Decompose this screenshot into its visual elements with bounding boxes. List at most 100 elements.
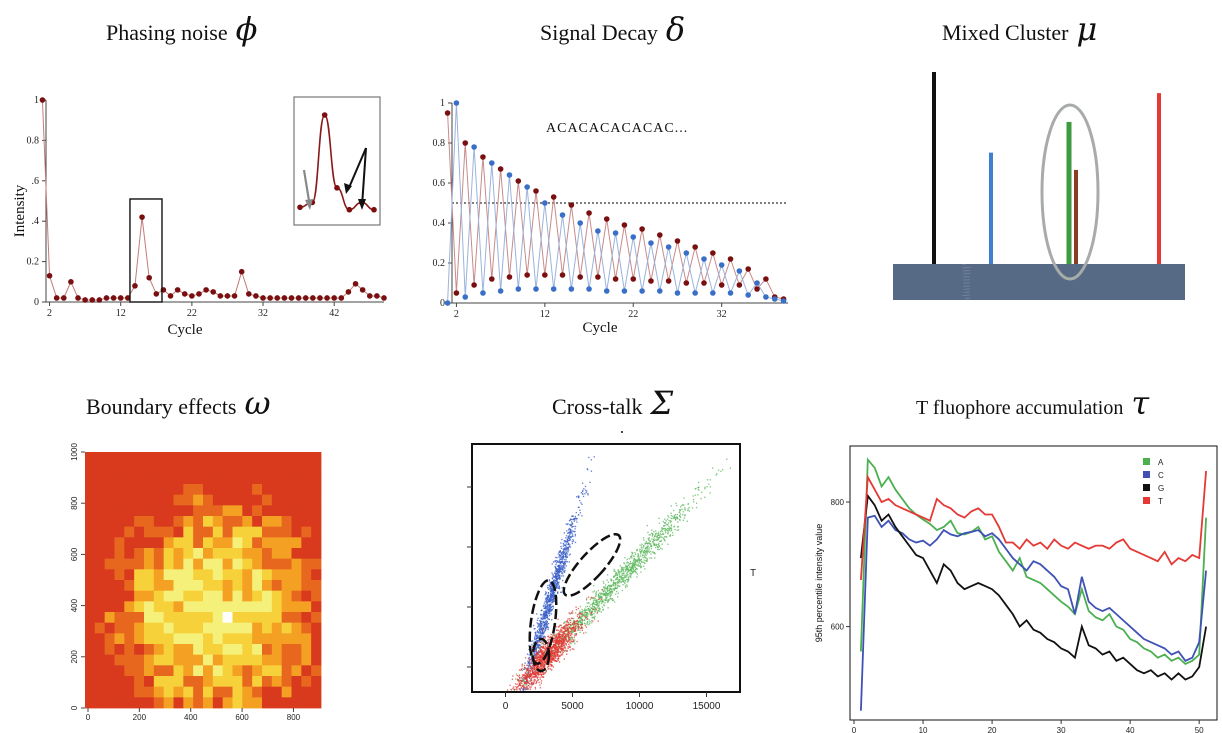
scatter-point: [529, 669, 531, 671]
heatmap-cell: [144, 644, 155, 656]
scatter-point: [669, 534, 672, 536]
scatter-point: [552, 645, 555, 647]
heatmap-cell: [271, 601, 283, 613]
scatter-point: [553, 634, 555, 637]
scatter-point: [594, 607, 596, 609]
scatter-point: [551, 595, 553, 597]
heatmap-cell: [262, 548, 273, 560]
scatter-point: [539, 676, 541, 678]
scatter-point: [609, 590, 611, 593]
heatmap-cell: [291, 686, 302, 698]
scatter-point: [545, 592, 548, 594]
scatter-point: [539, 654, 541, 657]
surface-texture: [965, 288, 968, 290]
scatter-point: [541, 668, 543, 670]
scatter-point: [558, 553, 561, 556]
scatter-point: [539, 655, 541, 658]
decay-chart: 2 12 22 3200.20.40.60.81CycleACACACACACAC..…: [433, 98, 788, 336]
heatmap-cell: [173, 505, 184, 517]
scatter-point: [539, 664, 542, 667]
scatter-point: [538, 650, 540, 653]
heatmap-cell: [222, 462, 233, 474]
scatter-point: [567, 529, 570, 531]
scatter-point: [526, 688, 528, 691]
scatter-point: [653, 542, 655, 545]
scatter-point: [552, 657, 555, 659]
scatter-point: [636, 548, 638, 551]
scatter-point: [543, 623, 546, 626]
scatter-point: [546, 666, 549, 668]
scatter-point: [563, 561, 566, 563]
scatter-point: [585, 609, 587, 611]
scatter-point: [561, 642, 563, 644]
scatter-point: [615, 593, 617, 595]
scatter-point: [523, 668, 526, 670]
scatter-point: [568, 618, 571, 620]
scatter-point: [649, 534, 652, 536]
scatter-point: [542, 628, 544, 631]
scatter-point: [535, 676, 537, 678]
heatmap-cell: [173, 537, 184, 549]
scatter-point: [547, 635, 549, 638]
x-tick-label: 50: [1195, 726, 1204, 733]
series-line: [860, 470, 1207, 580]
scatter-point: [550, 583, 552, 585]
surface-texture: [964, 285, 967, 287]
data-point: [648, 240, 654, 246]
scatter-point: [633, 564, 635, 566]
scatter-point: [542, 627, 544, 629]
heatmap-cell: [173, 612, 184, 624]
scatter-point: [622, 570, 624, 572]
scatter-point: [676, 513, 678, 516]
scatter-point: [543, 618, 545, 620]
scatter-point: [570, 630, 572, 633]
scatter-point: [580, 623, 583, 626]
scatter-point: [565, 523, 567, 525]
heatmap-cell: [252, 537, 263, 549]
scatter-point: [646, 547, 648, 549]
scatter-point: [558, 577, 560, 579]
scatter-point: [522, 689, 524, 691]
scatter-point: [555, 587, 558, 589]
scatter-point: [652, 551, 655, 553]
scatter-point: [551, 659, 553, 661]
heatmap-cell: [291, 462, 302, 474]
scatter-point: [554, 561, 556, 563]
scatter-point: [561, 654, 563, 656]
scatter-point: [558, 647, 561, 649]
heatmap-cell: [114, 505, 125, 517]
scatter-point: [688, 506, 690, 509]
phasing-title-text: Phasing noise: [106, 20, 228, 45]
scatter-point: [565, 552, 567, 554]
data-point: [231, 293, 238, 299]
scatter-point: [649, 543, 652, 545]
scatter-point: [573, 648, 575, 650]
scatter-point: [563, 565, 565, 567]
heatmap-cell: [311, 697, 322, 709]
scatter-point: [566, 629, 568, 631]
scatter-point: [566, 640, 569, 643]
scatter-point: [561, 630, 563, 632]
scatter-point: [554, 565, 556, 568]
scatter-point: [522, 674, 524, 676]
scatter-point: [530, 681, 533, 684]
scatter-point: [550, 664, 553, 666]
scatter-point: [544, 605, 547, 607]
scatter-point: [535, 666, 537, 668]
scatter-point: [634, 564, 636, 567]
scatter-point: [575, 627, 577, 629]
scatter-point: [556, 654, 559, 657]
scatter-point: [645, 549, 648, 552]
scatter-point: [558, 576, 561, 578]
scatter-point: [560, 645, 562, 648]
scatter-point: [551, 587, 553, 589]
data-point: [559, 272, 566, 278]
scatter-point: [559, 591, 562, 593]
scatter-point: [556, 640, 558, 642]
fluor-title-text: T fluophore accumulation: [916, 397, 1124, 419]
x-tick-label: 0: [86, 713, 91, 722]
heatmap-cell: [222, 590, 233, 602]
scatter-point: [583, 632, 585, 634]
scatter-point: [645, 542, 647, 544]
scatter-point: [555, 639, 557, 642]
